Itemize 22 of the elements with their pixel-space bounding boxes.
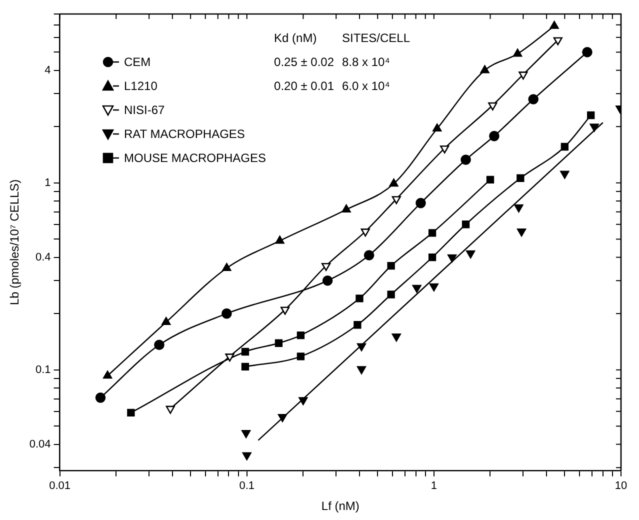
legend-label: MOUSE MACROPHAGES [124,150,266,165]
annotation: 0.25 ± 0.02 [274,54,335,71]
y-tick-label: 0.04 [29,438,51,450]
legend-label: L1210 [124,78,158,93]
legend-label: NISI-67 [124,102,165,117]
x-tick-label: 10 [614,480,628,492]
y-tick-label: 0.1 [36,364,51,376]
annotation: 0.20 ± 0.01 [274,78,335,95]
annotation: 8.8 x 10⁴ [342,54,391,71]
x-tick-label: 0.01 [49,480,71,492]
x-axis-title: Lf (nM) [321,499,360,514]
legend-label: RAT MACROPHAGES [124,126,245,141]
y-axis-title: Lb (pmoles/10⁷ CELLS) [8,179,22,306]
y-tick-label: 1 [44,176,51,189]
annotation: 6.0 x 10⁴ [342,78,391,95]
legend-label: CEM [124,54,151,69]
x-tick-label: 1 [430,480,437,492]
annotation: Kd (nM) [274,30,318,47]
annotation: SITES/CELL [342,30,412,47]
y-tick-label: 0.4 [36,251,51,264]
y-tick-label: 4 [44,64,51,76]
x-tick-label: 0.1 [239,480,255,492]
